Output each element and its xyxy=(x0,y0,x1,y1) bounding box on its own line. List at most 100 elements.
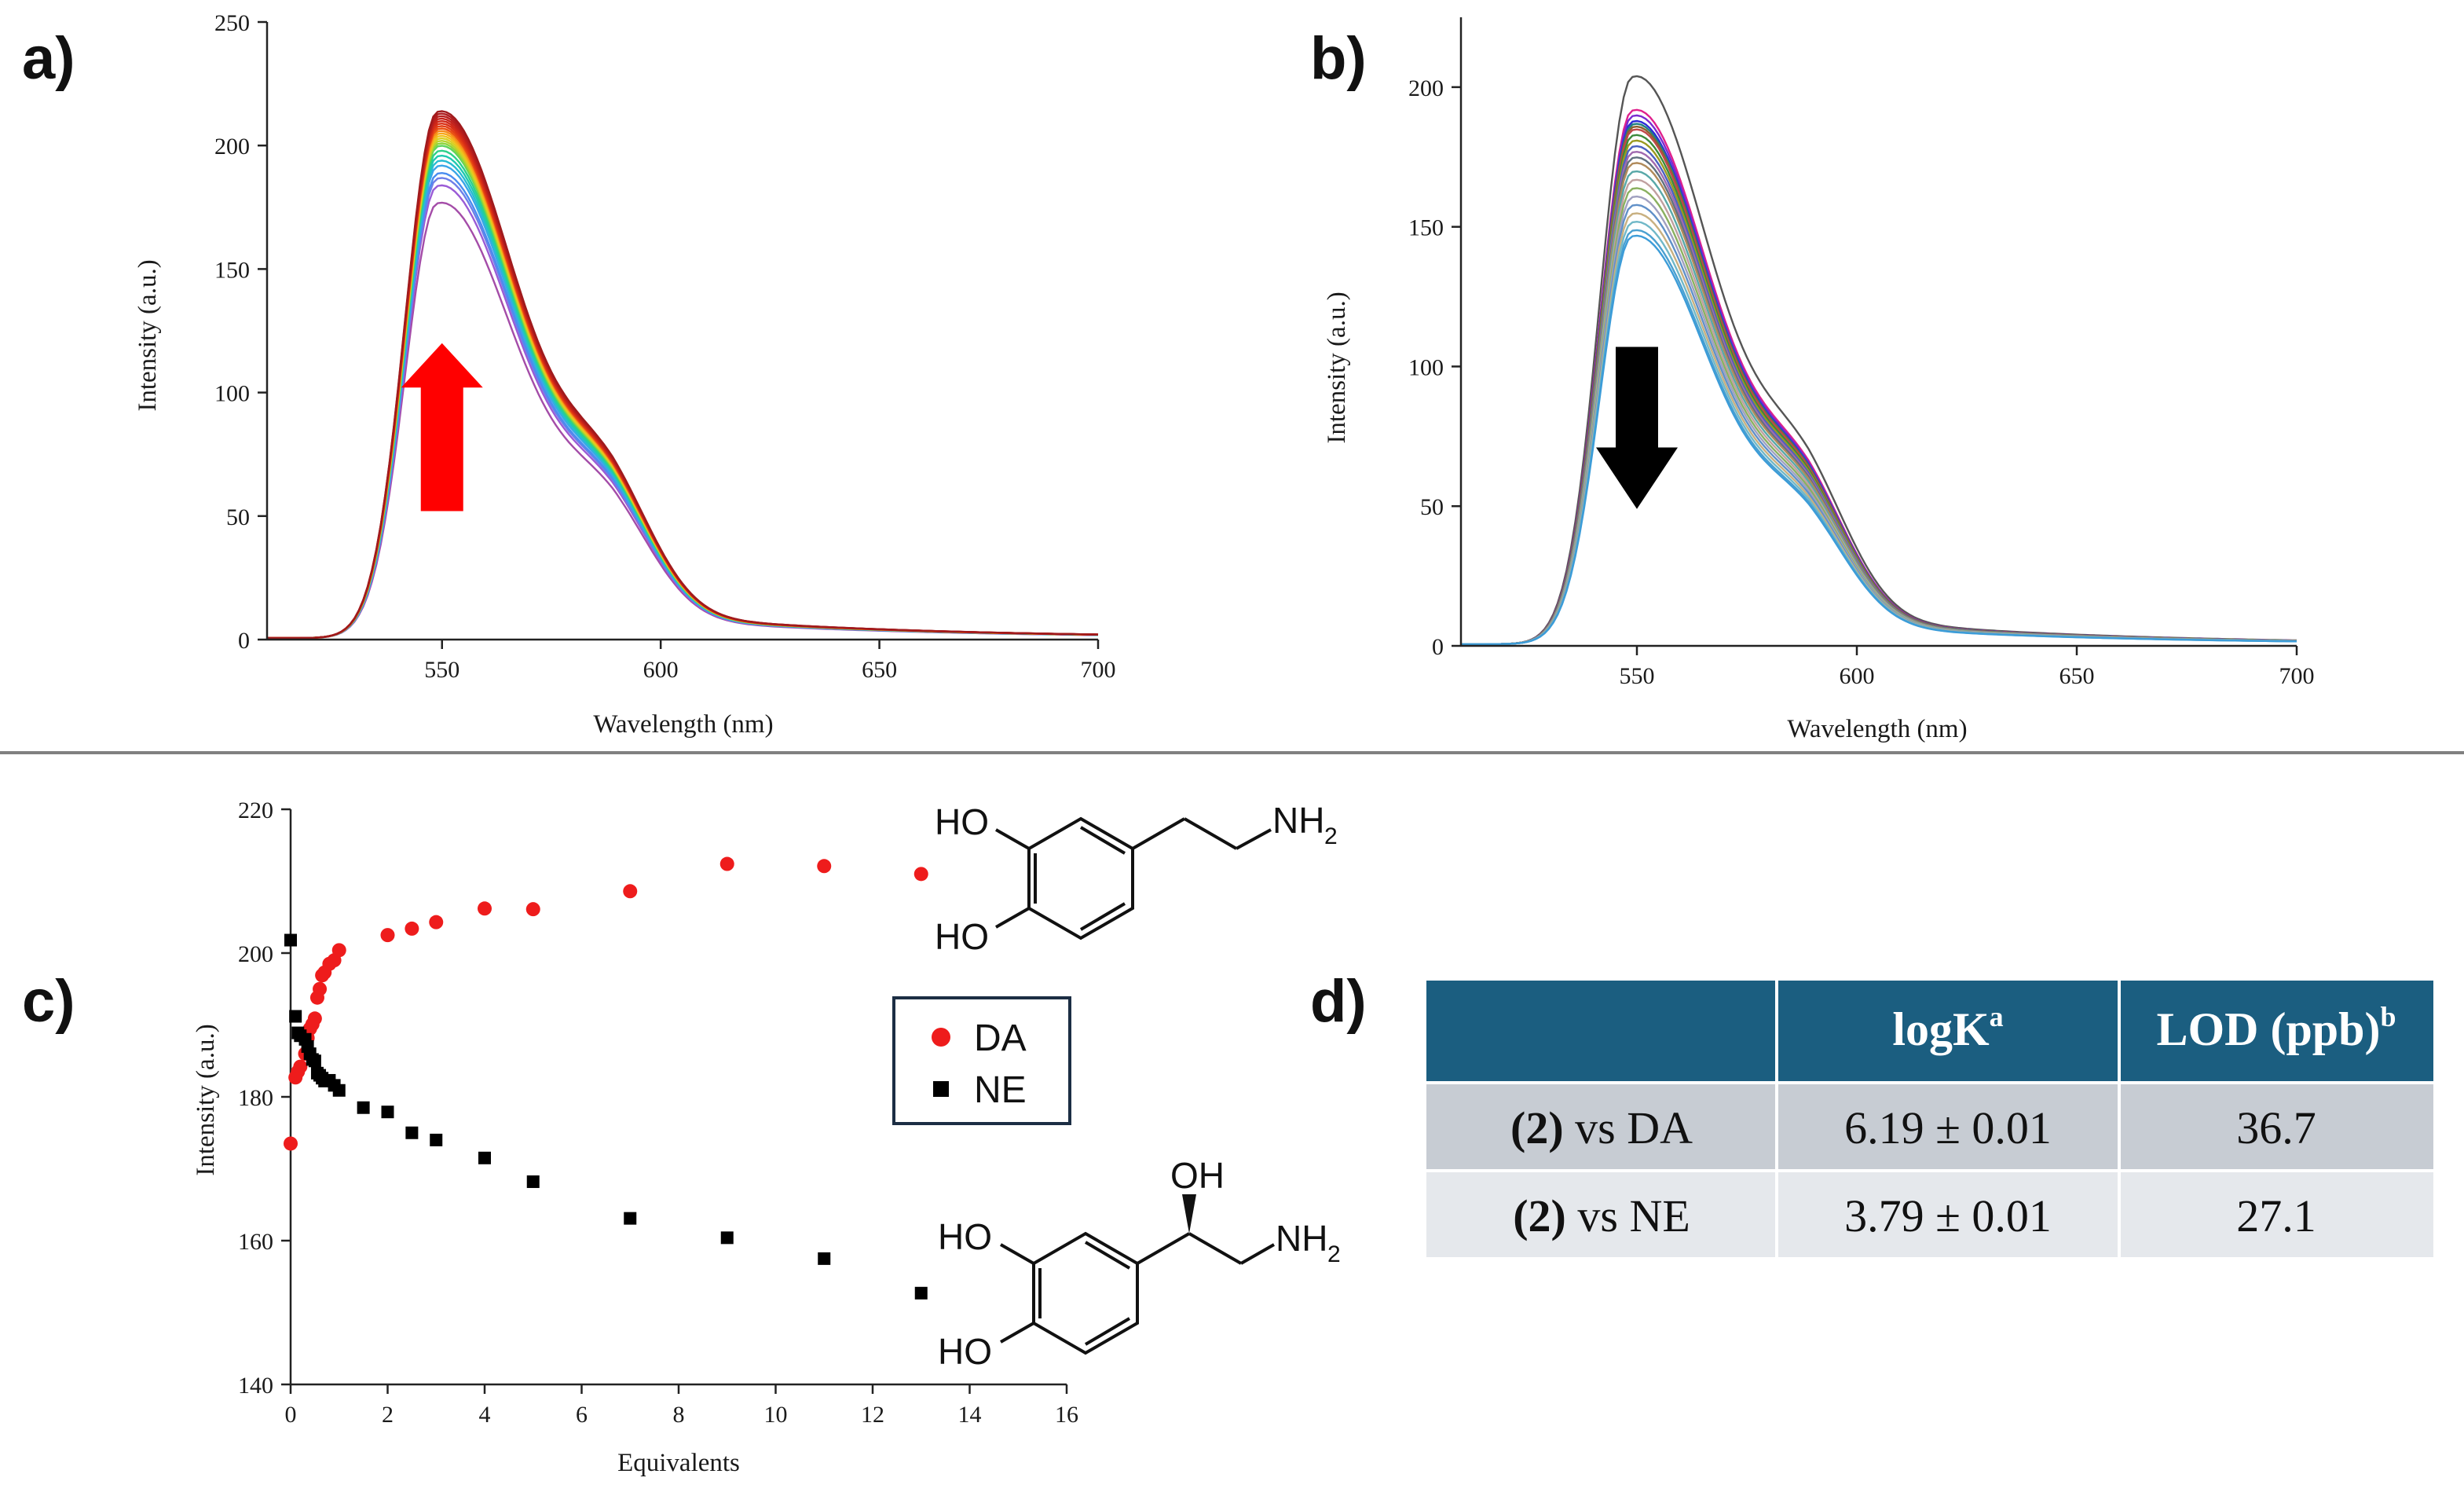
panel-label-a: a) xyxy=(22,25,75,92)
y-tick-label: 0 xyxy=(238,628,250,654)
data-point-da xyxy=(719,856,734,871)
data-point-ne xyxy=(624,1212,637,1225)
data-point-ne xyxy=(430,1133,443,1146)
chart-a-annotation xyxy=(401,343,483,512)
chart-b-axes: 550 600 650 700 0 50 100 150 200 xyxy=(1408,17,2315,689)
y-tick-label: 220 xyxy=(238,798,273,823)
y-tick-label: 150 xyxy=(1408,215,1444,241)
table-row-1-compound: (2) vs DA xyxy=(1510,1102,1693,1153)
norepinephrine-amine-subscript: 2 xyxy=(1327,1241,1341,1267)
chart-b-annotation xyxy=(1596,346,1678,509)
x-tick-label: 550 xyxy=(1620,663,1655,689)
x-tick-label: 8 xyxy=(673,1402,685,1428)
data-point-da xyxy=(525,902,540,917)
x-tick-label: 600 xyxy=(1840,663,1875,689)
spectrum-line xyxy=(267,110,1099,640)
chart-a-xlabel: Wavelength (nm) xyxy=(593,710,773,739)
x-tick-label: 16 xyxy=(1055,1402,1078,1428)
y-tick-label: 50 xyxy=(226,504,250,530)
data-point-da xyxy=(293,1059,308,1074)
y-tick-label: 100 xyxy=(214,381,250,407)
x-tick-label: 650 xyxy=(862,657,897,683)
chart-c: 0 2 4 6 8 10 12 14 16 140 160 180 200 220 Equivalents… xyxy=(192,798,1078,1477)
table-row-2-lod: 27.1 xyxy=(2236,1190,2316,1241)
data-point-ne xyxy=(914,1286,928,1300)
y-tick-label: 0 xyxy=(1432,634,1444,660)
chart-a-ylabel: Intensity (a.u.) xyxy=(134,259,162,411)
data-point-ne xyxy=(332,1084,346,1097)
legend-label-da: DA xyxy=(974,1018,1027,1059)
chart-c-ylabel: Intensity (a.u.) xyxy=(192,1024,220,1175)
data-point-ne xyxy=(405,1126,419,1139)
table-row-1-logk: 6.19 ± 0.01 xyxy=(1844,1102,2052,1153)
table-row-2-logk: 3.79 ± 0.01 xyxy=(1844,1190,2052,1241)
data-point-da xyxy=(623,884,638,899)
chart-c-axes: 0 2 4 6 8 10 12 14 16 140 160 180 200 220 xyxy=(238,798,1078,1428)
legend-marker-da xyxy=(932,1028,950,1047)
x-tick-label: 0 xyxy=(285,1402,297,1428)
chart-c-points xyxy=(284,856,928,1300)
norepinephrine-ho-bottom: HO xyxy=(938,1331,992,1372)
table-row-2 xyxy=(1426,1172,2433,1257)
x-tick-label: 550 xyxy=(424,657,459,683)
data-point-da xyxy=(817,859,832,874)
data-point-da xyxy=(307,1011,322,1026)
data-point-ne xyxy=(720,1231,734,1245)
spectrum-line xyxy=(1461,234,2297,646)
data-point-ne xyxy=(284,933,297,947)
table-header-logk: logKa xyxy=(1892,1001,2003,1055)
x-tick-label: 14 xyxy=(958,1402,982,1428)
data-point-da xyxy=(913,867,928,882)
dopamine-ho-top: HO xyxy=(935,801,989,842)
x-tick-label: 2 xyxy=(382,1402,394,1428)
data-point-da xyxy=(313,981,328,996)
table-row-1-lod: 36.7 xyxy=(2236,1102,2316,1153)
table-row-1 xyxy=(1426,1084,2433,1169)
norepinephrine-wedge-bond xyxy=(1182,1194,1196,1234)
data-point-da xyxy=(405,921,419,936)
panel-label-d: d) xyxy=(1310,968,1367,1035)
y-tick-label: 150 xyxy=(214,257,250,283)
norepinephrine-ho-top: HO xyxy=(938,1216,992,1257)
norepinephrine-structure xyxy=(1000,1231,1275,1355)
chart-c-xlabel: Equivalents xyxy=(617,1449,740,1477)
y-tick-label: 250 xyxy=(214,10,250,36)
increase-arrow xyxy=(401,343,483,512)
chart-b-ylabel: Intensity (a.u.) xyxy=(1323,292,1351,443)
y-tick-label: 200 xyxy=(1408,75,1444,101)
chart-c-legend: DA NE xyxy=(892,996,1071,1125)
x-tick-label: 6 xyxy=(576,1402,588,1428)
legend-marker-ne xyxy=(933,1081,949,1097)
data-point-ne xyxy=(818,1252,831,1265)
decrease-arrow xyxy=(1596,346,1678,509)
x-tick-label: 600 xyxy=(643,657,679,683)
x-tick-label: 650 xyxy=(2059,663,2095,689)
dopamine-structure xyxy=(995,816,1272,940)
table-header-lod: LOD (ppb)b xyxy=(2156,1001,2396,1055)
data-point-da xyxy=(380,928,395,943)
y-tick-label: 200 xyxy=(238,941,273,967)
panel-label-b: b) xyxy=(1310,25,1367,92)
norepinephrine-oh: OH xyxy=(1170,1155,1225,1196)
y-tick-label: 180 xyxy=(238,1085,273,1111)
x-tick-label: 10 xyxy=(764,1402,788,1428)
norepinephrine-amine: NH xyxy=(1276,1218,1327,1259)
results-table: logKa LOD (ppb)b (2) vs DA 6.19 ± 0.01 3… xyxy=(1426,981,2433,1257)
data-point-ne xyxy=(478,1151,491,1164)
data-point-ne xyxy=(357,1101,370,1114)
legend-label-ne: NE xyxy=(974,1069,1027,1111)
chart-b: 550 600 650 700 0 50 100 150 200 Wavelength (nm)… xyxy=(1323,17,2315,743)
y-tick-label: 160 xyxy=(238,1229,273,1255)
x-tick-label: 700 xyxy=(1081,657,1116,683)
table-header-row xyxy=(1426,981,2433,1081)
table-row-2-compound: (2) vs NE xyxy=(1513,1190,1690,1241)
data-point-da xyxy=(284,1136,298,1151)
data-point-da xyxy=(429,915,444,930)
x-tick-label: 12 xyxy=(861,1402,884,1428)
data-point-da xyxy=(331,943,346,958)
chart-a-axes: 550 600 650 700 0 50 100 150 200 250 xyxy=(214,10,1116,683)
chart-b-xlabel: Wavelength (nm) xyxy=(1787,715,1967,743)
y-tick-label: 140 xyxy=(238,1373,273,1399)
y-tick-label: 50 xyxy=(1420,494,1444,520)
y-tick-label: 100 xyxy=(1408,354,1444,380)
